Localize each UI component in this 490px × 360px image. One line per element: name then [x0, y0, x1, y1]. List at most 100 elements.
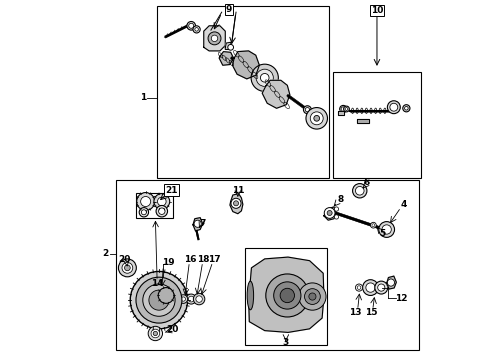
Polygon shape: [232, 51, 259, 79]
Circle shape: [327, 211, 332, 216]
Circle shape: [151, 329, 160, 338]
Circle shape: [309, 293, 316, 300]
Text: 17: 17: [208, 255, 221, 264]
Circle shape: [299, 283, 326, 310]
Circle shape: [280, 288, 294, 303]
Text: 4: 4: [400, 200, 407, 209]
Circle shape: [156, 206, 168, 217]
Circle shape: [189, 23, 194, 28]
Circle shape: [231, 198, 241, 208]
Bar: [136, 193, 173, 218]
Polygon shape: [204, 26, 225, 51]
Circle shape: [137, 193, 155, 211]
Circle shape: [228, 44, 234, 50]
Polygon shape: [387, 276, 396, 289]
Polygon shape: [338, 111, 343, 116]
Text: 14: 14: [151, 279, 164, 288]
Bar: [157, 6, 329, 178]
Circle shape: [188, 296, 194, 302]
Circle shape: [366, 283, 375, 292]
Circle shape: [193, 26, 200, 33]
Text: 20: 20: [119, 255, 131, 264]
Circle shape: [303, 106, 311, 114]
Circle shape: [196, 296, 202, 302]
Circle shape: [194, 293, 205, 305]
Text: 7: 7: [199, 219, 206, 228]
Circle shape: [274, 282, 301, 309]
Text: 1: 1: [140, 93, 146, 102]
Circle shape: [324, 208, 335, 219]
Text: 20: 20: [167, 325, 179, 334]
Text: 12: 12: [395, 294, 407, 303]
Circle shape: [306, 108, 327, 129]
Text: 21: 21: [165, 185, 178, 194]
Polygon shape: [248, 257, 324, 332]
Circle shape: [304, 289, 320, 305]
Circle shape: [211, 35, 218, 41]
Circle shape: [334, 215, 339, 219]
Text: 8: 8: [338, 195, 344, 204]
Polygon shape: [262, 80, 290, 108]
Polygon shape: [193, 218, 203, 231]
Text: 10: 10: [371, 6, 383, 15]
Circle shape: [153, 331, 157, 336]
Circle shape: [149, 290, 169, 310]
Text: 13: 13: [349, 308, 362, 317]
Circle shape: [353, 184, 367, 198]
Circle shape: [208, 32, 221, 45]
Circle shape: [143, 284, 175, 316]
Circle shape: [379, 222, 394, 237]
Circle shape: [355, 284, 363, 291]
Circle shape: [340, 105, 347, 113]
Circle shape: [139, 208, 148, 217]
Circle shape: [194, 220, 201, 227]
Text: 3: 3: [283, 338, 289, 347]
Circle shape: [345, 108, 348, 111]
Text: 19: 19: [162, 258, 174, 267]
Circle shape: [403, 105, 410, 112]
Circle shape: [260, 73, 269, 82]
Circle shape: [148, 326, 163, 341]
Polygon shape: [219, 51, 234, 65]
Text: 11: 11: [232, 185, 244, 194]
Text: 15: 15: [365, 308, 377, 317]
Circle shape: [266, 274, 309, 317]
Circle shape: [388, 279, 394, 286]
Ellipse shape: [247, 281, 254, 310]
Bar: [333, 72, 421, 178]
Circle shape: [154, 194, 170, 210]
Circle shape: [130, 271, 188, 329]
Circle shape: [355, 186, 364, 195]
Circle shape: [187, 22, 196, 30]
Text: 16: 16: [184, 255, 197, 264]
Circle shape: [122, 262, 133, 273]
Circle shape: [157, 197, 166, 206]
Circle shape: [159, 208, 165, 215]
Bar: [245, 248, 327, 345]
Circle shape: [181, 297, 186, 301]
Circle shape: [372, 224, 375, 226]
Polygon shape: [357, 119, 368, 123]
Circle shape: [124, 265, 130, 271]
Circle shape: [341, 107, 345, 111]
Circle shape: [363, 280, 378, 296]
Text: 18: 18: [197, 255, 210, 264]
Bar: [116, 180, 419, 350]
Circle shape: [136, 277, 182, 323]
Circle shape: [375, 281, 388, 294]
Circle shape: [378, 284, 385, 291]
Circle shape: [382, 225, 392, 234]
Circle shape: [305, 108, 310, 112]
Circle shape: [314, 116, 319, 121]
Circle shape: [141, 197, 151, 207]
Circle shape: [370, 222, 376, 228]
Circle shape: [310, 112, 323, 125]
Circle shape: [141, 210, 147, 215]
Circle shape: [119, 259, 136, 277]
Circle shape: [234, 201, 239, 206]
Circle shape: [390, 103, 398, 111]
Circle shape: [179, 295, 188, 303]
Circle shape: [343, 106, 349, 112]
Text: 9: 9: [226, 5, 232, 14]
Circle shape: [405, 107, 408, 110]
